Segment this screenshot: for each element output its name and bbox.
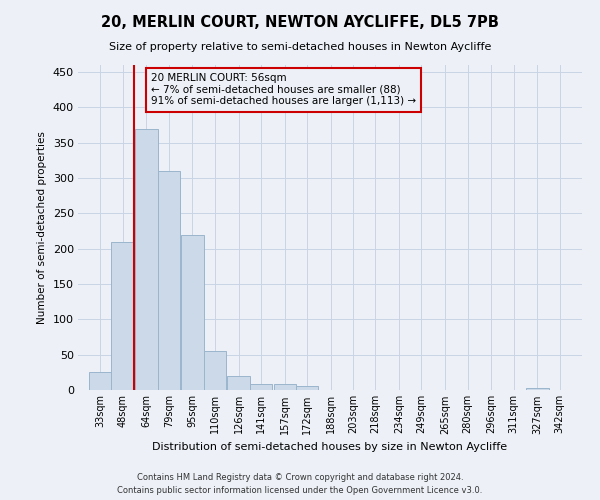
Text: Contains public sector information licensed under the Open Government Licence v3: Contains public sector information licen… (118, 486, 482, 495)
Bar (89, 372, 112, 390)
X-axis label: Distribution of semi-detached houses by size in Newton Aycliffe: Distribution of semi-detached houses by … (152, 442, 508, 452)
Y-axis label: Number of semi-detached properties: Number of semi-detached properties (37, 131, 47, 324)
Bar (296, 386, 318, 390)
Bar (112, 242, 134, 390)
Bar (158, 171, 180, 390)
Text: Contains HM Land Registry data © Crown copyright and database right 2024.: Contains HM Land Registry data © Crown c… (137, 472, 463, 482)
Bar (526, 388, 548, 390)
Text: 20 MERLIN COURT: 56sqm
← 7% of semi-detached houses are smaller (88)
91% of semi: 20 MERLIN COURT: 56sqm ← 7% of semi-deta… (151, 73, 416, 106)
Text: Size of property relative to semi-detached houses in Newton Aycliffe: Size of property relative to semi-detach… (109, 42, 491, 52)
Bar (181, 234, 203, 390)
Bar (274, 384, 296, 390)
Bar (227, 376, 250, 390)
Bar (203, 351, 226, 390)
Text: 20, MERLIN COURT, NEWTON AYCLIFFE, DL5 7PB: 20, MERLIN COURT, NEWTON AYCLIFFE, DL5 7… (101, 15, 499, 30)
Bar (135, 128, 158, 390)
Bar (250, 384, 272, 390)
